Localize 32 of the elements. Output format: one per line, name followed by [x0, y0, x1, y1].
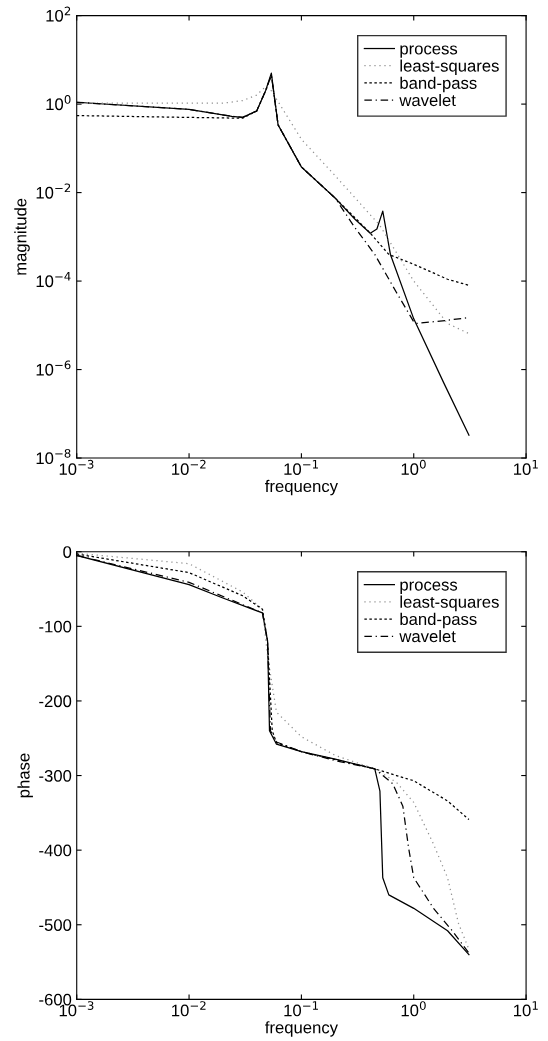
y-tick-label: 10$^{−4}$ [36, 272, 71, 288]
x-tick-label: 10$^{1}$ [514, 459, 538, 476]
legend-label: band-pass [400, 76, 477, 93]
y-tick-label: -200 [39, 695, 72, 708]
x-tick-label: 10$^{0}$ [401, 459, 426, 476]
x-axis-title: frequency [265, 479, 338, 496]
y-tick-label: -500 [39, 919, 72, 931]
y-tick-label: 10$^{2}$ [46, 6, 71, 22]
y-axis-title: phase [17, 753, 33, 798]
y-axis-title: magnitude [14, 198, 30, 275]
x-tick-label: 10$^{−2}$ [172, 1001, 206, 1017]
x-tick-label: 10$^{−2}$ [172, 459, 206, 476]
legend-label: least-squares [400, 595, 499, 612]
y-tick-label: 10$^{0}$ [46, 94, 71, 111]
x-tick-label: 10$^{−3}$ [59, 459, 94, 476]
legend-label: wavelet [399, 630, 456, 643]
x-tick-label: 10$^{0}$ [401, 1001, 426, 1017]
y-tick-label: 10$^{−2}$ [36, 183, 71, 199]
y-tick-label: 10$^{−6}$ [36, 360, 71, 376]
x-tick-label: 10$^{−1}$ [284, 459, 318, 476]
legend-label: wavelet [399, 93, 456, 107]
x-tick-label: 10$^{−1}$ [284, 1001, 318, 1017]
y-tick-label: -100 [39, 620, 72, 633]
legend-label: process [400, 581, 458, 594]
y-tick-label: 0 [63, 546, 72, 558]
legend-label: process [400, 45, 458, 58]
x-tick-label: 10$^{1}$ [514, 1001, 538, 1017]
y-tick-label: -300 [39, 769, 72, 782]
legend-label: band-pass [400, 612, 477, 629]
x-axis-title: frequency [265, 1021, 338, 1037]
y-tick-label: -400 [39, 844, 72, 857]
legend-label: least-squares [400, 59, 499, 76]
